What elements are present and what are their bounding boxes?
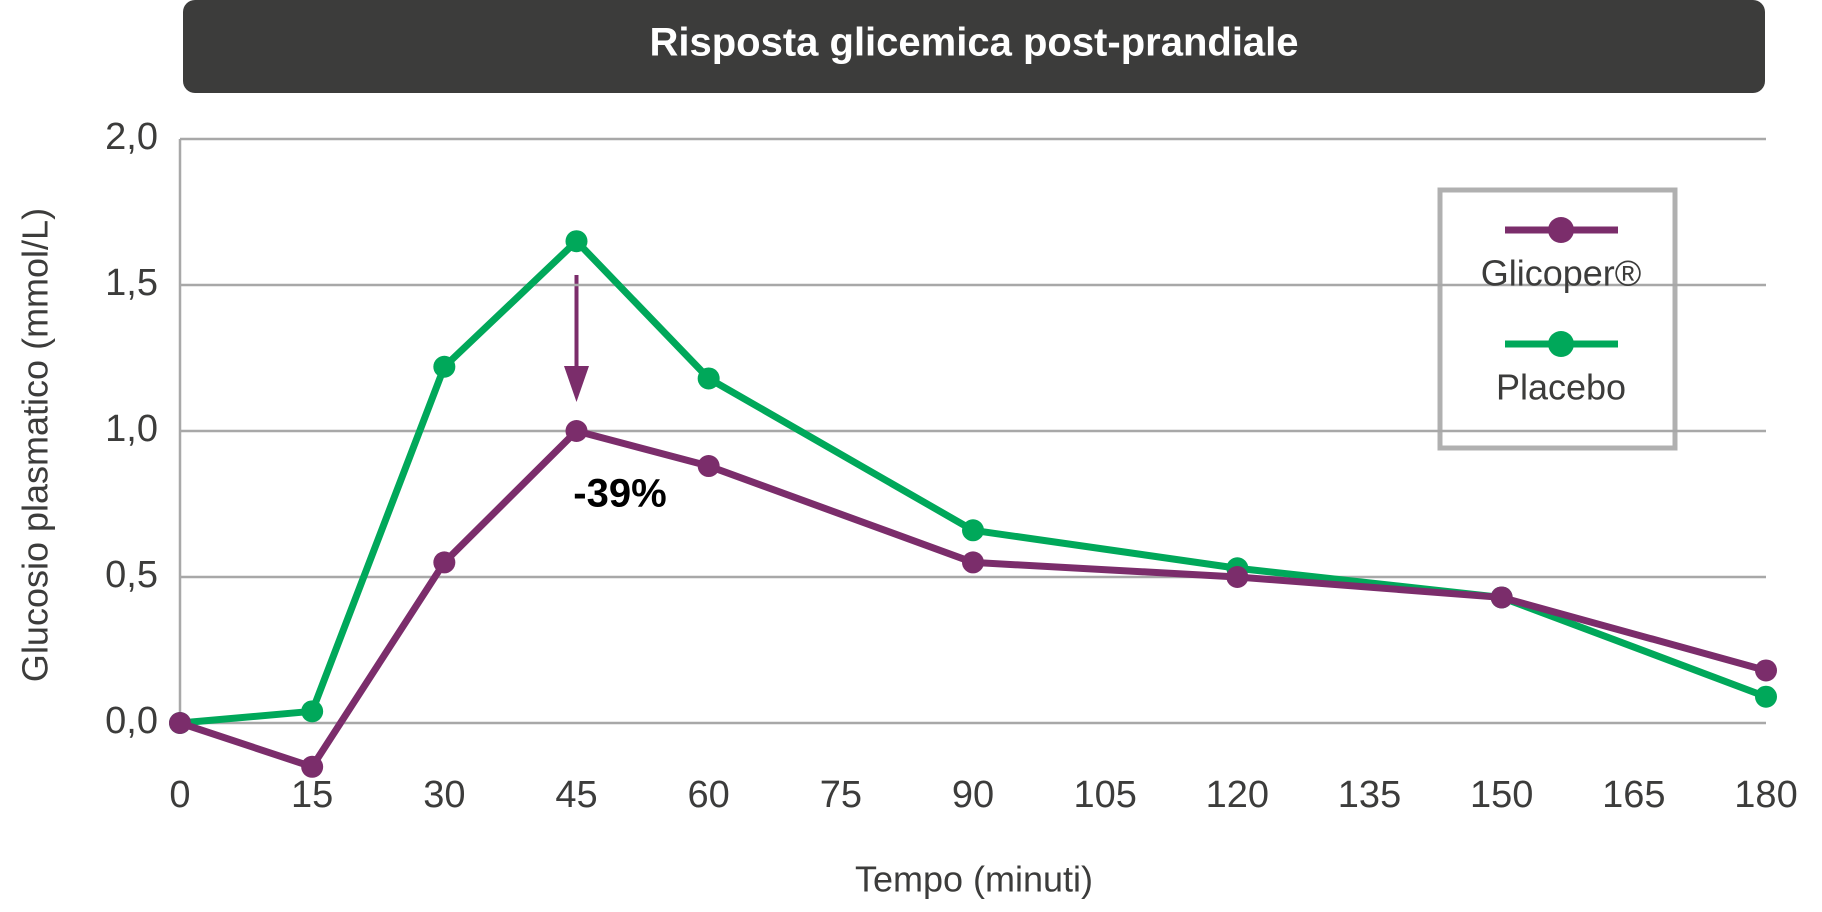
data-point <box>169 712 191 734</box>
data-point <box>1226 566 1249 588</box>
x-tick-label: 165 <box>1602 774 1665 816</box>
data-point <box>1755 659 1777 682</box>
x-tick-label: 150 <box>1470 774 1533 816</box>
x-tick-label: 180 <box>1734 774 1797 816</box>
x-axis-label: Tempo (minuti) <box>855 859 1093 900</box>
legend-label: Glicoper® <box>1481 253 1642 294</box>
x-tick-label: 0 <box>169 774 190 816</box>
data-point <box>1490 586 1513 609</box>
series-line <box>178 427 1767 771</box>
data-point <box>697 367 720 390</box>
data-point <box>962 519 984 542</box>
y-tick-label: 0,5 <box>105 554 158 596</box>
data-point <box>301 755 324 778</box>
y-axis-label: Glucosio plasmatico (mmol/L) <box>15 208 56 682</box>
x-tick-label: 135 <box>1338 774 1401 816</box>
legend-marker <box>1548 217 1574 243</box>
y-tick-label: 2,0 <box>105 116 158 158</box>
y-tick-label: 0,0 <box>105 700 158 742</box>
data-point <box>565 230 588 253</box>
grid <box>178 137 1766 725</box>
x-tick-label: 75 <box>820 774 862 816</box>
x-tick-label: 15 <box>291 774 333 816</box>
x-tick-label: 105 <box>1073 774 1136 816</box>
x-tick-label: 45 <box>555 774 597 816</box>
data-point <box>697 455 720 478</box>
legend-label: Placebo <box>1496 367 1626 408</box>
y-tick-label: 1,0 <box>105 408 158 450</box>
chart-title: Risposta glicemica post-prandiale <box>649 21 1298 65</box>
data-point <box>301 700 324 723</box>
arrow-head <box>564 366 589 402</box>
data-point <box>433 551 456 574</box>
y-tick-label: 1,5 <box>105 262 158 304</box>
data-point <box>1755 685 1777 708</box>
data-point <box>433 355 456 378</box>
x-tick-label: 90 <box>952 774 994 816</box>
annotation: -39% <box>573 472 666 516</box>
legend-marker <box>1548 331 1574 357</box>
x-tick-label: 60 <box>688 774 730 816</box>
x-tick-label: 120 <box>1206 774 1269 816</box>
title-bar <box>183 0 1765 93</box>
x-tick-label: 30 <box>423 774 465 816</box>
data-point <box>962 551 984 574</box>
data-point <box>565 420 588 442</box>
